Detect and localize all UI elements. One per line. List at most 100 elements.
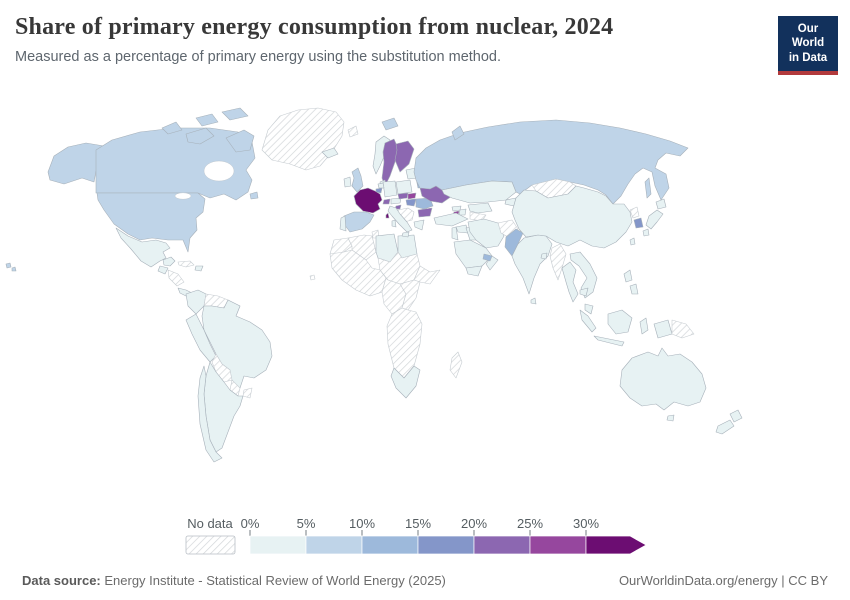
country-newfoundland[interactable]	[249, 191, 259, 200]
region-east-africa[interactable]	[399, 279, 421, 311]
country-italy[interactable]	[387, 205, 413, 233]
country-india[interactable]	[511, 234, 553, 295]
country-austria[interactable]	[390, 197, 402, 205]
legend-bin-2[interactable]	[361, 535, 419, 555]
country-brazil[interactable]	[201, 299, 273, 389]
country-canada[interactable]	[95, 127, 256, 201]
country-cambodia[interactable]	[579, 287, 589, 297]
country-canada-victoria-island[interactable]	[185, 127, 215, 145]
country-bolivia[interactable]	[211, 353, 233, 383]
country-united-states[interactable]	[96, 192, 206, 253]
legend-bin-3[interactable]	[417, 535, 475, 555]
country-australia[interactable]	[619, 347, 707, 411]
country-tasmania[interactable]	[666, 414, 675, 422]
country-ireland[interactable]	[343, 176, 352, 188]
country-indonesia-borneo[interactable]	[607, 309, 633, 335]
country-myanmar[interactable]	[549, 243, 567, 281]
attribution-link[interactable]: OurWorldinData.org/energy | CC BY	[618, 573, 828, 588]
region-levant[interactable]	[451, 226, 459, 241]
country-switzerland[interactable]	[382, 198, 391, 205]
country-arctic-island[interactable]	[161, 121, 183, 135]
country-mexico-yucatan[interactable]	[162, 256, 176, 267]
country-corsica[interactable]	[385, 212, 390, 219]
country-yemen[interactable]	[465, 265, 483, 277]
owid-logo[interactable]: Our World in Data	[778, 16, 838, 76]
country-south-korea[interactable]	[633, 217, 644, 229]
country-slovakia[interactable]	[407, 192, 417, 200]
country-philippines-luzon[interactable]	[623, 269, 633, 283]
legend-bin-5[interactable]	[529, 535, 587, 555]
country-hawaii[interactable]	[5, 262, 17, 272]
country-south-africa[interactable]	[390, 365, 421, 399]
country-algeria[interactable]	[347, 234, 377, 261]
country-north-korea[interactable]	[629, 206, 640, 219]
country-cuba[interactable]	[177, 260, 195, 268]
country-sri-lanka[interactable]	[530, 297, 537, 305]
country-turkey[interactable]	[433, 212, 469, 227]
country-netherlands[interactable]	[377, 182, 385, 189]
country-canada-baffin-island[interactable]	[225, 129, 255, 153]
country-japan-kyushu[interactable]	[642, 228, 650, 237]
country-philippines-mindanao[interactable]	[629, 283, 639, 295]
country-sardinia[interactable]	[391, 219, 397, 228]
country-united-kingdom[interactable]	[351, 167, 364, 193]
country-svalbard[interactable]	[347, 125, 359, 138]
country-hungary[interactable]	[405, 198, 417, 207]
country-taiwan[interactable]	[629, 237, 636, 246]
country-spain[interactable]	[343, 211, 375, 233]
country-hispaniola[interactable]	[194, 265, 204, 272]
country-novaya-zemlya[interactable]	[451, 125, 465, 141]
country-arctic-island[interactable]	[221, 107, 249, 121]
country-finland[interactable]	[394, 140, 415, 173]
country-sicily[interactable]	[401, 231, 410, 238]
region-southern-africa[interactable]	[386, 307, 423, 379]
country-vietnam-laos[interactable]	[569, 251, 598, 299]
country-indonesia-sumatra[interactable]	[579, 309, 597, 333]
country-japan-honshu[interactable]	[645, 209, 664, 230]
country-guatemala[interactable]	[157, 265, 169, 275]
country-malaysia[interactable]	[584, 303, 594, 315]
country-arctic-island[interactable]	[195, 113, 219, 127]
country-bangladesh[interactable]	[540, 252, 548, 260]
country-japan-hokkaido[interactable]	[655, 198, 667, 210]
country-china[interactable]	[511, 185, 633, 249]
country-germany[interactable]	[382, 180, 398, 198]
country-new-guinea-west[interactable]	[653, 319, 673, 339]
country-greenland[interactable]	[261, 107, 345, 171]
country-sweden[interactable]	[381, 138, 399, 187]
country-uruguay[interactable]	[242, 387, 253, 399]
country-poland[interactable]	[395, 179, 413, 195]
country-new-zealand-south[interactable]	[715, 419, 735, 435]
country-mexico[interactable]	[115, 227, 171, 268]
country-uzbekistan[interactable]	[467, 202, 493, 214]
country-united-arab-emirates[interactable]	[482, 253, 493, 262]
country-indonesia-sulawesi[interactable]	[639, 317, 649, 335]
country-greece[interactable]	[413, 219, 425, 231]
legend-bin-0[interactable]	[249, 535, 307, 555]
country-indonesia-java[interactable]	[593, 335, 625, 347]
country-czechia[interactable]	[397, 192, 409, 200]
legend-bin-1[interactable]	[305, 535, 363, 555]
country-new-zealand-north[interactable]	[729, 409, 743, 423]
country-portugal[interactable]	[339, 215, 347, 232]
country-azerbaijan[interactable]	[458, 208, 467, 216]
country-papua-new-guinea[interactable]	[671, 319, 695, 339]
country-sakhalin[interactable]	[644, 177, 652, 199]
country-iran[interactable]	[467, 218, 505, 249]
country-thailand[interactable]	[561, 261, 579, 303]
country-oman[interactable]	[485, 255, 499, 271]
legend-bin-4[interactable]	[473, 535, 531, 555]
country-iceland[interactable]	[321, 147, 339, 159]
country-belgium[interactable]	[375, 187, 383, 194]
country-honduras-nicaragua[interactable]	[167, 269, 185, 287]
legend-no-data-swatch[interactable]	[185, 535, 236, 555]
country-saudi-arabia[interactable]	[453, 239, 493, 269]
legend-bin-6-arrow[interactable]	[585, 535, 647, 555]
country-cape-verde[interactable]	[309, 274, 316, 281]
country-bulgaria[interactable]	[417, 207, 433, 218]
country-france[interactable]	[353, 187, 383, 214]
country-franz-josef-land[interactable]	[381, 117, 399, 131]
country-chile[interactable]	[197, 365, 223, 463]
country-madagascar[interactable]	[449, 351, 463, 379]
